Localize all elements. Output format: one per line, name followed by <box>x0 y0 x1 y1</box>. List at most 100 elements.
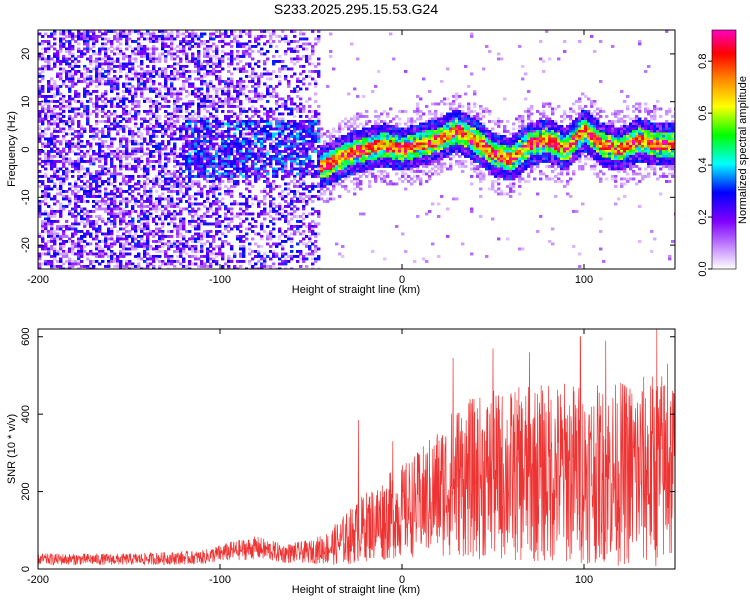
heatmap-cell <box>98 262 102 266</box>
heatmap-cell <box>131 135 135 138</box>
heatmap-cell <box>92 200 96 203</box>
heatmap-cell <box>146 120 150 123</box>
heatmap-cell <box>302 150 306 153</box>
heatmap-cell <box>140 92 144 96</box>
heatmap-cell <box>95 35 99 38</box>
heatmap-cell <box>182 217 186 221</box>
heatmap-cell <box>263 260 267 263</box>
heatmap-cell <box>239 230 243 233</box>
heatmap-cell <box>206 207 210 211</box>
heatmap-cell <box>209 190 213 193</box>
heatmap-cell <box>137 160 141 163</box>
heatmap-cell <box>128 200 132 203</box>
heatmap-cell <box>44 172 48 176</box>
heatmap-cell <box>227 35 231 38</box>
heatmap-cell <box>314 175 318 178</box>
heatmap-cell <box>83 217 87 221</box>
heatmap-cell <box>137 192 141 196</box>
heatmap-cell <box>278 127 282 131</box>
heatmap-cell <box>44 112 48 116</box>
heatmap-cell <box>299 177 303 181</box>
heatmap-cell <box>62 165 66 168</box>
heatmap-cell <box>113 125 117 128</box>
heatmap-cell <box>206 250 210 253</box>
heatmap-cell <box>119 235 123 238</box>
heatmap-cell <box>317 247 321 251</box>
heatmap-cell <box>278 152 282 156</box>
heatmap-cell <box>299 102 303 106</box>
heatmap-cell <box>104 242 108 246</box>
heatmap-cell <box>176 190 180 193</box>
heatmap-cell <box>104 50 108 53</box>
heatmap-cell <box>80 247 84 251</box>
heatmap-cell <box>263 217 267 221</box>
heatmap-cell <box>146 65 150 68</box>
heatmap-cell <box>191 262 195 266</box>
heatmap-cell <box>242 175 246 178</box>
heatmap-cell <box>269 200 273 203</box>
heatmap-cell <box>152 140 156 143</box>
heatmap-cell <box>128 57 132 61</box>
heatmap-cell <box>95 132 99 136</box>
heatmap-cell <box>233 160 237 163</box>
heatmap-cell <box>320 160 324 163</box>
heatmap-cell <box>251 85 255 88</box>
heatmap-cell <box>155 227 159 231</box>
heatmap-cell <box>263 120 267 123</box>
heatmap-cell <box>74 222 78 226</box>
spectrogram-cells <box>38 30 675 269</box>
heatmap-cell <box>155 215 159 218</box>
heatmap-cell <box>272 197 276 201</box>
heatmap-cell <box>86 232 90 236</box>
heatmap-cell <box>206 90 210 93</box>
heatmap-cell <box>110 212 114 216</box>
heatmap-cell <box>287 97 291 101</box>
heatmap-cell <box>77 32 81 36</box>
heatmap-cell <box>272 187 276 191</box>
heatmap-cell <box>95 142 99 146</box>
heatmap-cell <box>86 190 90 193</box>
heatmap-cell <box>194 237 198 241</box>
heatmap-cell <box>260 125 264 128</box>
heatmap-cell <box>206 222 210 226</box>
heatmap-cell <box>128 92 132 96</box>
heatmap-cell <box>152 232 156 236</box>
heatmap-cell <box>245 115 249 118</box>
heatmap-cell <box>131 245 135 248</box>
heatmap-cell <box>56 260 60 263</box>
heatmap-cell <box>302 207 306 211</box>
heatmap-cell <box>185 245 189 248</box>
heatmap-cell <box>197 165 201 168</box>
heatmap-cell <box>284 35 288 38</box>
heatmap-cell <box>200 97 204 101</box>
heatmap-cell <box>86 152 90 156</box>
heatmap-cell <box>104 157 108 161</box>
heatmap-cell <box>185 107 189 111</box>
heatmap-cell <box>125 35 129 38</box>
heatmap-cell <box>296 60 300 63</box>
heatmap-cell <box>41 237 45 241</box>
heatmap-cell <box>65 152 69 156</box>
heatmap-cell <box>185 55 189 58</box>
heatmap-cell <box>302 212 306 216</box>
heatmap-cell <box>224 160 228 163</box>
heatmap-cell <box>122 65 126 68</box>
heatmap-cell <box>50 232 54 236</box>
heatmap-cell <box>215 207 219 211</box>
heatmap-cell <box>167 235 171 238</box>
heatmap-cell <box>113 52 117 56</box>
heatmap-cell <box>56 252 60 256</box>
heatmap-cell <box>233 157 237 161</box>
heatmap-cell <box>122 155 126 158</box>
heatmap-cell <box>68 150 72 153</box>
heatmap-cell <box>44 107 48 111</box>
heatmap-cell <box>122 55 126 58</box>
heatmap-cell <box>158 202 162 206</box>
heatmap-cell <box>47 80 51 83</box>
heatmap-cell <box>200 165 204 168</box>
heatmap-cell <box>38 200 42 203</box>
heatmap-cell <box>245 182 249 186</box>
heatmap-cell <box>110 67 114 71</box>
heatmap-cell <box>41 57 45 61</box>
heatmap-cell <box>242 165 246 168</box>
